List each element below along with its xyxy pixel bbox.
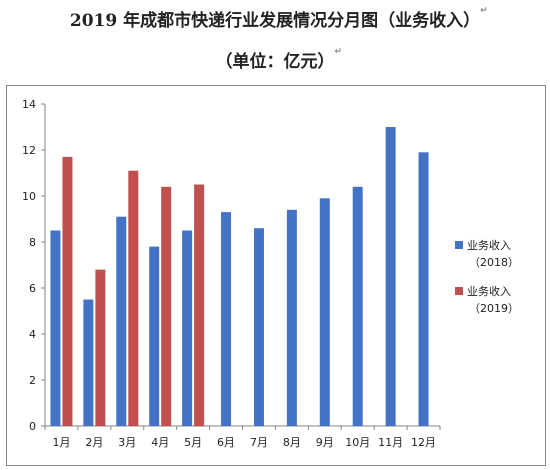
bar-2018 xyxy=(50,230,61,426)
bar-2019 xyxy=(62,156,73,426)
bar-2019 xyxy=(194,184,205,426)
x-tick-label: 4月 xyxy=(151,436,169,449)
bar-2018 xyxy=(385,127,396,426)
x-tick-label: 5月 xyxy=(184,436,202,449)
legend-swatch xyxy=(455,241,463,249)
bar-2018 xyxy=(116,216,127,426)
bar-2018 xyxy=(319,198,330,426)
legend-label-year: （2018） xyxy=(469,256,519,269)
y-tick-label: 14 xyxy=(22,98,36,111)
bar-2018 xyxy=(286,209,297,426)
legend-label: 业务收入 xyxy=(467,284,511,298)
legend-label-year: （2019） xyxy=(469,302,519,315)
x-tick-label: 6月 xyxy=(217,436,235,449)
legend-swatch xyxy=(455,287,463,295)
chart-title: 2019 年成都市快递行业发展情况分月图（业务收入） ↵ xyxy=(0,6,550,31)
y-tick-label: 2 xyxy=(29,374,36,387)
x-tick-label: 1月 xyxy=(52,436,70,449)
bar-2018 xyxy=(221,212,232,426)
bar-2019 xyxy=(95,269,106,426)
bar-2018 xyxy=(352,186,363,426)
bar-2019 xyxy=(128,170,139,426)
bar-2018 xyxy=(418,152,429,427)
x-tick-label: 7月 xyxy=(250,436,268,449)
bar-2018 xyxy=(253,228,264,426)
bar-2018 xyxy=(149,246,160,426)
paragraph-mark: ↵ xyxy=(480,6,488,16)
legend-label: 业务收入 xyxy=(467,238,511,252)
y-tick-label: 8 xyxy=(29,236,36,249)
x-tick-label: 10月 xyxy=(345,436,370,449)
y-tick-label: 0 xyxy=(29,420,36,433)
y-tick-label: 10 xyxy=(22,190,36,203)
bar-2018 xyxy=(83,299,94,426)
chart-unit: （单位：亿元） ↵ xyxy=(0,47,550,72)
chart-title-text: 2019 年成都市快递行业发展情况分月图（业务收入） xyxy=(69,11,481,31)
x-tick-label: 8月 xyxy=(283,436,301,449)
x-tick-label: 3月 xyxy=(118,436,136,449)
x-tick-label: 12月 xyxy=(411,436,436,449)
chart-unit-text: （单位：亿元） xyxy=(215,52,335,72)
x-tick-label: 2月 xyxy=(85,436,103,449)
paragraph-mark: ↵ xyxy=(334,47,343,57)
x-tick-label: 9月 xyxy=(316,436,334,449)
y-tick-label: 12 xyxy=(22,144,36,157)
chart-frame xyxy=(6,85,546,466)
bar-2019 xyxy=(161,186,172,426)
y-tick-label: 4 xyxy=(29,328,36,341)
x-tick-label: 11月 xyxy=(378,436,403,449)
y-tick-label: 6 xyxy=(29,282,36,295)
bar-2018 xyxy=(182,230,193,426)
